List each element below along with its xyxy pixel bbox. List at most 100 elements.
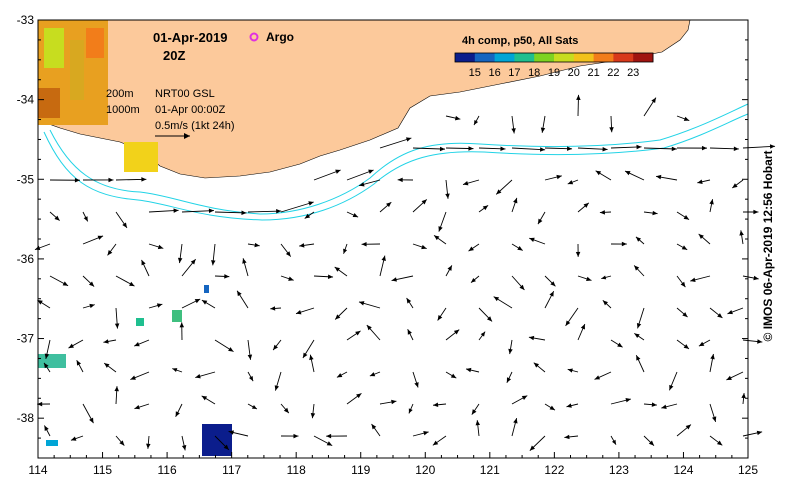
current-vector-head: [566, 146, 573, 151]
current-vector-head: [276, 208, 282, 214]
x-tick-label: 123: [609, 463, 629, 477]
current-vector: [247, 210, 282, 213]
product-label: NRT00 GSL: [155, 88, 215, 100]
current-vector-head: [408, 408, 413, 414]
x-tick-label: 125: [738, 463, 758, 477]
current-vector-head: [450, 373, 457, 379]
x-tick-label: 115: [93, 463, 112, 477]
current-vector-head: [651, 97, 656, 104]
scale-label: 0.5m/s (1kt 24h): [155, 120, 234, 132]
current-vector-head: [391, 277, 397, 282]
colorbar-frame: [454, 52, 654, 63]
current-vector-head: [335, 169, 341, 174]
current-vector-head: [602, 146, 608, 152]
current-vector-head: [114, 323, 120, 329]
current-vector-head: [599, 210, 606, 215]
current-vector-head: [172, 368, 178, 373]
current-vector-head: [466, 367, 472, 373]
current-vector-head: [130, 375, 136, 380]
current-vector: [511, 147, 546, 151]
current-vector-head: [195, 374, 201, 379]
current-vector-head: [97, 235, 104, 240]
current-vector-head: [44, 353, 50, 359]
x-tick-label: 118: [287, 463, 306, 477]
current-vector-head: [391, 399, 397, 405]
current-vector-head: [496, 189, 502, 195]
sst-patch-teal-2: [172, 310, 182, 322]
current-vector-head: [462, 180, 469, 186]
current-vector-head: [327, 274, 334, 279]
current-vector-head: [611, 439, 616, 445]
current-vector-head: [228, 430, 234, 435]
current-vector-head: [698, 341, 705, 347]
sst-patch-cold: [202, 424, 232, 456]
current-vector-head: [621, 241, 627, 247]
current-vector-head: [414, 382, 419, 388]
current-vector-head: [753, 209, 759, 215]
current-vector-head: [296, 310, 302, 315]
current-vector-head: [636, 322, 642, 329]
current-vector-head: [103, 339, 109, 344]
current-vector-head: [237, 290, 242, 297]
current-vector-head: [335, 314, 341, 320]
current-vector-head: [273, 344, 278, 351]
current-vector-head: [468, 146, 474, 151]
current-vector-head: [134, 404, 140, 410]
sst-patch-cyan: [46, 440, 58, 446]
scale-arrow-head: [184, 133, 190, 139]
current-vector-head: [471, 409, 477, 415]
current-vector-head: [513, 418, 518, 424]
current-vector: [181, 210, 214, 213]
colorbar-segment: [593, 53, 614, 62]
current-vector-head: [108, 177, 114, 183]
y-tick-label: -37: [17, 332, 35, 346]
current-vector-head: [697, 179, 703, 184]
current-vector-head: [733, 146, 739, 152]
argo-label: Argo: [266, 30, 294, 44]
current-vector-head: [683, 116, 690, 121]
colorbar-segment: [474, 53, 496, 62]
colorbar-segment: [613, 53, 634, 62]
current-vector-head: [179, 322, 185, 328]
current-vector-head: [68, 343, 74, 349]
current-vectors: [34, 94, 776, 451]
current-vector-head: [288, 276, 294, 281]
sst-patch-brown: [38, 88, 60, 118]
current-vector-head: [352, 212, 359, 218]
map-date: 01-Apr-2019: [153, 30, 227, 45]
current-vector-head: [567, 368, 573, 373]
y-tick-label: -38: [17, 411, 35, 425]
current-vector-head: [356, 393, 362, 399]
current-vector-head: [141, 177, 147, 182]
colorbar-tick-label: 18: [528, 67, 540, 79]
current-vector-head: [567, 180, 574, 185]
current-vector-head: [521, 395, 528, 401]
valid-time-label: 01-Apr 00:00Z: [155, 104, 226, 116]
current-vector-head: [583, 202, 589, 208]
current-vector-head: [513, 197, 518, 204]
current-vector-head: [381, 255, 386, 261]
current-vector-head: [575, 251, 581, 257]
current-vector-head: [369, 372, 376, 377]
current-vector-head: [83, 216, 88, 222]
current-vector-head: [129, 281, 135, 287]
sst-patch-west: [38, 354, 66, 368]
current-vector-head: [473, 119, 479, 126]
colorbar-segment: [633, 53, 654, 62]
current-vector-head: [681, 245, 688, 250]
current-vector-head: [500, 146, 506, 152]
current-vector-head: [434, 235, 440, 241]
colorbar-tick-label: 20: [568, 67, 580, 79]
colorbar-title: 4h comp, p50, All Sats: [462, 35, 578, 47]
current-vector-head: [74, 177, 80, 183]
current-vector-head: [475, 420, 481, 426]
y-tick-label: -35: [17, 172, 35, 186]
current-vector-head: [683, 215, 690, 220]
current-vector-head: [119, 440, 125, 446]
current-vector-head: [710, 354, 715, 360]
map-time: 20Z: [163, 48, 185, 63]
current-vector-head: [242, 258, 247, 264]
current-vector-head: [76, 360, 82, 366]
current-vector-head: [556, 174, 562, 180]
current-vector: [412, 147, 446, 150]
